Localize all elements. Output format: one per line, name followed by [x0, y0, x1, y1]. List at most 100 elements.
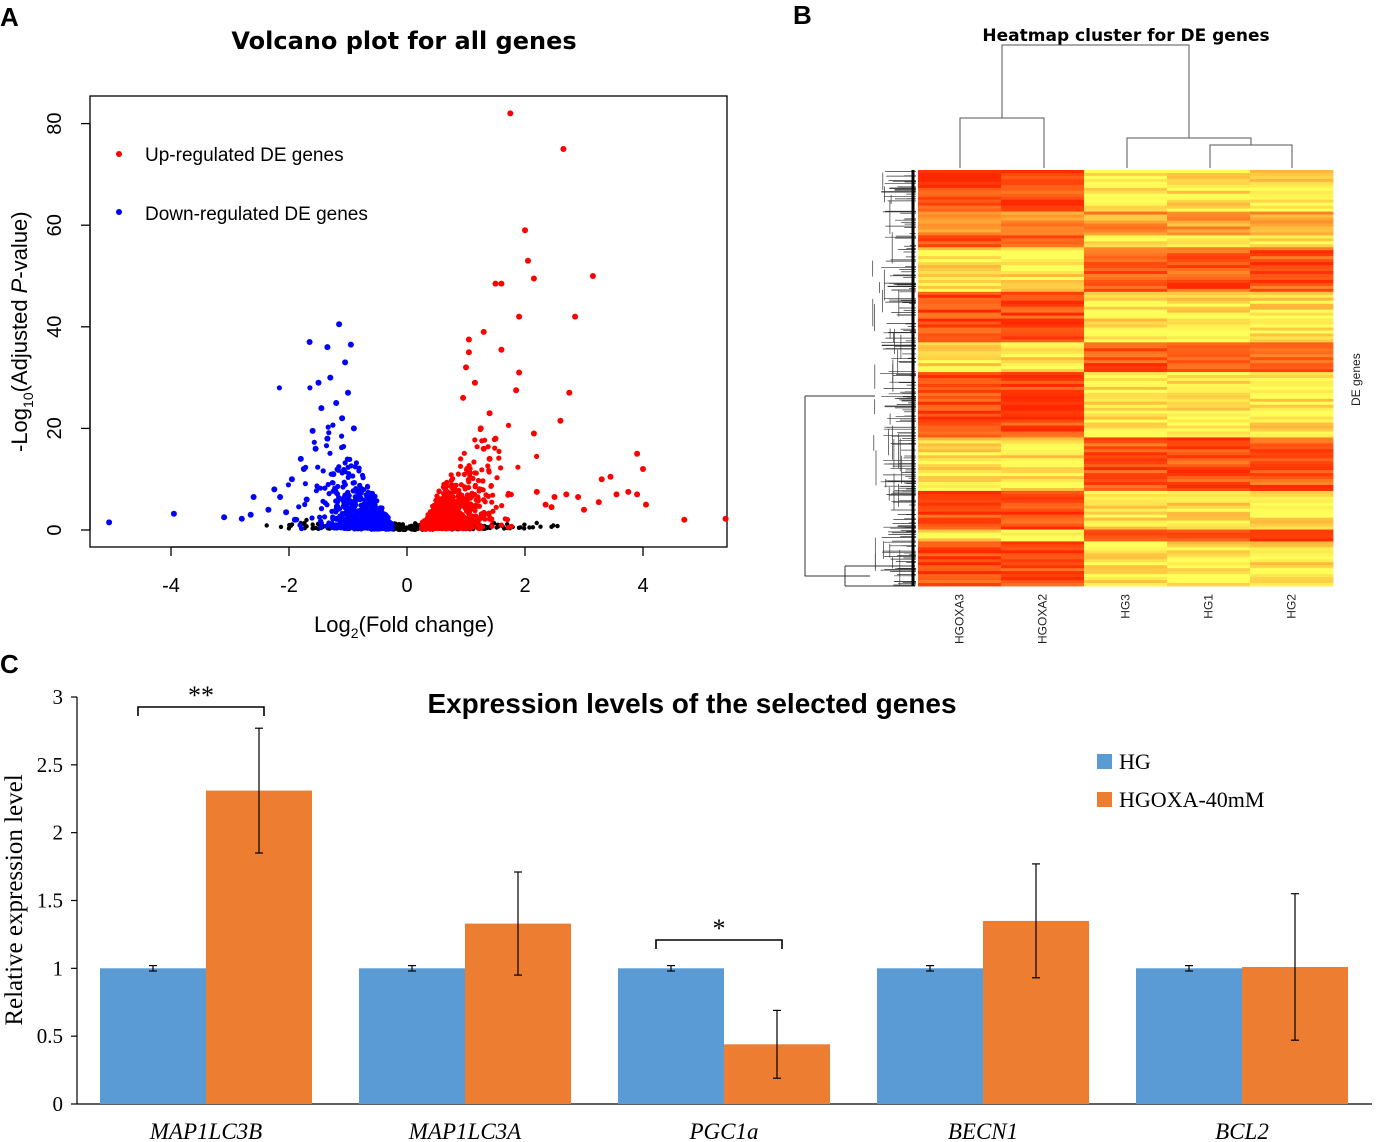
heatmap-cell [918, 262, 1002, 266]
heatmap-cell [1167, 217, 1251, 221]
heatmap-cell [1167, 449, 1251, 453]
down-point [341, 467, 347, 473]
down-point [364, 484, 371, 490]
up-point [460, 513, 467, 520]
heatmap-cell [1250, 336, 1334, 340]
down-point [333, 400, 340, 406]
down-point [342, 460, 348, 466]
heatmap-cell [1001, 386, 1085, 391]
heatmap-cell [1084, 568, 1168, 572]
heatmap-cell [1001, 479, 1085, 483]
heatmap-cell [1001, 202, 1085, 207]
heatmap-cell [1167, 407, 1251, 412]
heatmap-cell [1167, 369, 1251, 373]
heatmap-cell [1001, 196, 1085, 201]
heatmap-cell [1001, 211, 1085, 215]
heatmap-cell [1084, 238, 1168, 242]
heatmap-cell [1084, 321, 1168, 325]
up-point [472, 470, 478, 476]
heatmap-cell [1001, 232, 1085, 236]
heatmap-cell [918, 541, 1002, 545]
ns-point [522, 522, 527, 527]
heatmap-cell [1084, 505, 1168, 510]
heatmap-cell [1001, 354, 1085, 358]
heatmap-cell [918, 348, 1002, 352]
heatmap-column-label: HG3 [1119, 594, 1133, 619]
heatmap-cell [1250, 375, 1334, 379]
heatmap-cell [1167, 208, 1251, 212]
heatmap-cell [1084, 315, 1168, 319]
panel-b: B Heatmap cluster for DE genes HGOXA3 HGO… [793, 0, 1363, 644]
heatmap-cell [1250, 309, 1334, 314]
y-tick-label: 2.5 [37, 753, 63, 777]
up-point [466, 479, 472, 485]
heatmap-cell [918, 553, 1002, 557]
heatmap-cell [1167, 398, 1251, 403]
heatmap-cell [1250, 455, 1334, 459]
heatmap-cell [1167, 357, 1251, 361]
heatmap-cell [1250, 348, 1334, 352]
heatmap-cell [918, 514, 1002, 519]
heatmap-cell [1084, 170, 1168, 174]
y-tick-label: 1 [53, 956, 64, 980]
heatmap-cell [918, 288, 1002, 293]
down-point [333, 506, 339, 512]
heatmap-cell [1167, 220, 1251, 224]
heatmap-cell [1084, 172, 1168, 177]
heatmap-cell [918, 547, 1002, 551]
legend-down-marker [116, 209, 122, 215]
heatmap-cell [1001, 315, 1085, 319]
heatmap-cell [1001, 244, 1085, 248]
heatmap-cell [1167, 297, 1251, 302]
heatmap-cell [1167, 279, 1251, 284]
heatmap-cell [1084, 279, 1168, 284]
up-point [548, 504, 555, 511]
heatmap-cell [1001, 413, 1085, 418]
heatmap-cell [1167, 276, 1251, 281]
legend-hgoxa-swatch [1097, 792, 1112, 807]
heatmap-cell [1084, 502, 1168, 507]
heatmap-cell [1250, 265, 1334, 269]
down-point [345, 464, 351, 470]
down-point [348, 498, 354, 504]
heatmap-cell [918, 544, 1002, 548]
heatmap-cell [1250, 404, 1334, 409]
heatmap-cell [918, 473, 1002, 477]
heatmap-cell [918, 223, 1002, 227]
heatmap-cell [1250, 464, 1334, 468]
heatmap-cell [1167, 351, 1251, 355]
down-point [356, 465, 362, 471]
up-point [426, 518, 432, 525]
heatmap-cell [1084, 187, 1168, 192]
heatmap-cell [918, 487, 1002, 492]
heatmap-cell [1167, 517, 1251, 522]
heatmap-cell [918, 372, 1002, 376]
heatmap-cell [1084, 392, 1168, 397]
heatmap-cell [1250, 366, 1334, 370]
heatmap-cell [918, 285, 1002, 290]
up-point [443, 484, 449, 490]
heatmap-cell [1001, 229, 1085, 233]
legend-hg-label: HG [1119, 749, 1151, 774]
legend-up-label: Up-regulated DE genes [145, 145, 344, 166]
heatmap-cell [1001, 464, 1085, 468]
heatmap-cell [1001, 517, 1085, 522]
heatmap-cell [1084, 458, 1168, 462]
heatmap-cell [1001, 247, 1085, 251]
heatmap-cell [1084, 410, 1168, 415]
heatmap-cell [918, 190, 1002, 195]
heatmap-cell [1084, 556, 1168, 560]
down-point [325, 424, 331, 430]
heatmap-cell [1250, 288, 1334, 293]
up-point [449, 493, 455, 500]
down-point [326, 491, 332, 497]
down-point [325, 481, 331, 488]
heatmap-cell [1001, 419, 1085, 423]
heatmap-cell [1084, 369, 1168, 373]
heatmap-cell [1250, 517, 1334, 522]
heatmap-cell [918, 407, 1002, 412]
heatmap-cell [1084, 547, 1168, 551]
heatmap-cell [918, 265, 1002, 269]
heatmap-cell [1001, 214, 1085, 218]
heatmap-cell [1084, 339, 1168, 343]
